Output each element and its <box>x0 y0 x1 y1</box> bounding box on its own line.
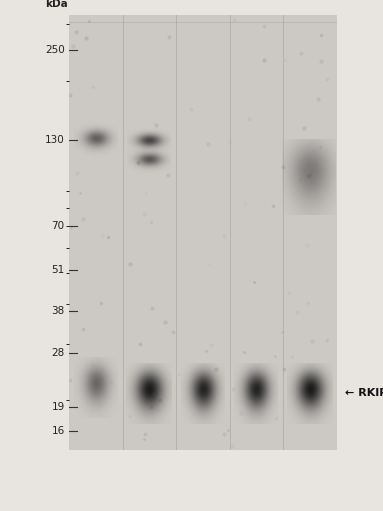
Point <box>142 430 148 438</box>
Point <box>315 95 321 103</box>
Text: 38: 38 <box>51 306 65 316</box>
Point <box>238 409 244 417</box>
Point <box>141 435 147 443</box>
Point <box>309 337 315 345</box>
Point <box>213 365 219 374</box>
Point <box>105 233 111 241</box>
Point <box>143 189 149 197</box>
Point <box>127 412 133 421</box>
Text: 16: 16 <box>51 426 65 436</box>
Point <box>203 347 209 355</box>
Point <box>77 189 83 197</box>
Point <box>166 33 172 41</box>
Point <box>86 17 92 25</box>
Point <box>205 140 211 148</box>
Point <box>170 328 176 336</box>
Point <box>318 31 324 39</box>
Point <box>149 305 155 313</box>
Point <box>175 370 182 379</box>
Point <box>90 83 96 91</box>
Point <box>280 164 286 172</box>
Point <box>67 376 74 384</box>
Text: 19: 19 <box>51 402 65 412</box>
Point <box>157 397 164 405</box>
Point <box>305 172 311 180</box>
Point <box>246 115 252 123</box>
Point <box>98 230 105 239</box>
Point <box>324 336 330 344</box>
Point <box>282 364 288 373</box>
Point <box>206 260 212 268</box>
Point <box>127 260 133 268</box>
Point <box>221 430 227 438</box>
Point <box>298 49 304 57</box>
Point <box>135 159 141 167</box>
Point <box>273 413 279 422</box>
Point <box>297 175 303 183</box>
Point <box>221 231 227 240</box>
Point <box>225 426 231 434</box>
Point <box>241 348 247 356</box>
Point <box>286 289 293 297</box>
Point <box>98 299 104 307</box>
Point <box>279 328 285 336</box>
Point <box>83 33 90 41</box>
Point <box>108 378 114 386</box>
Point <box>260 22 267 30</box>
Text: 51: 51 <box>51 265 65 275</box>
Text: 70: 70 <box>52 221 65 231</box>
Point <box>68 224 74 232</box>
Point <box>135 158 141 166</box>
Text: 130: 130 <box>45 135 65 145</box>
Point <box>141 210 147 218</box>
Point <box>231 15 237 24</box>
Point <box>301 124 307 132</box>
Text: 250: 250 <box>45 44 65 55</box>
Point <box>164 171 170 179</box>
Point <box>242 199 248 207</box>
Point <box>318 57 324 65</box>
Point <box>260 56 267 64</box>
Point <box>153 121 159 129</box>
Point <box>282 56 288 64</box>
Text: ← RKIP: ← RKIP <box>345 388 383 399</box>
Point <box>324 75 331 83</box>
Point <box>304 299 311 307</box>
Point <box>229 442 235 450</box>
Point <box>227 138 233 146</box>
Point <box>147 403 154 411</box>
Point <box>80 215 86 223</box>
Point <box>230 385 236 393</box>
Point <box>251 277 257 286</box>
Point <box>70 42 76 51</box>
Point <box>188 105 194 113</box>
Text: kDa: kDa <box>45 0 67 9</box>
Point <box>162 318 169 326</box>
Text: 28: 28 <box>51 349 65 359</box>
Point <box>74 169 80 177</box>
Point <box>272 352 278 360</box>
Point <box>73 28 79 36</box>
Point <box>67 91 74 100</box>
Point <box>270 202 276 210</box>
Point <box>294 308 300 316</box>
Point <box>137 340 143 348</box>
Point <box>208 340 214 349</box>
Point <box>304 241 310 249</box>
Point <box>317 143 323 151</box>
Point <box>147 218 154 226</box>
Point <box>90 360 96 368</box>
Point <box>289 354 295 362</box>
Point <box>307 171 313 179</box>
Point <box>80 324 86 333</box>
